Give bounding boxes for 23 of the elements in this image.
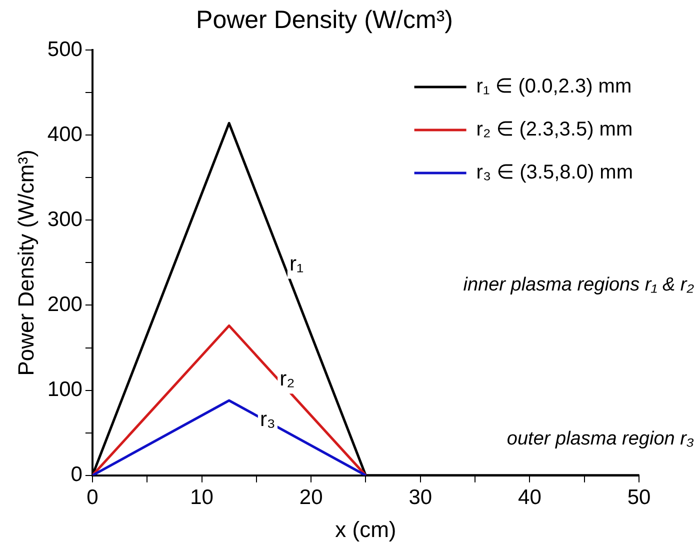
y-tick-label: 200	[47, 293, 82, 316]
legend-label: r₁ ∈ (0.0,2.3) mm	[476, 76, 632, 98]
x-tick-label: 50	[627, 486, 651, 509]
x-tick-label: 40	[518, 486, 542, 509]
y-tick-label: 500	[47, 38, 82, 61]
annotation: r₂	[280, 367, 295, 390]
annotation: r₁	[289, 252, 304, 276]
y-tick-label: 0	[70, 463, 82, 486]
annotation: inner plasma regions r₁ & r₂	[463, 274, 695, 296]
x-tick-label: 0	[86, 486, 98, 509]
y-tick-label: 300	[47, 208, 82, 231]
x-axis-title: x (cm)	[335, 516, 396, 542]
legend-label: r₃ ∈ (3.5,8.0) mm	[476, 162, 634, 184]
x-tick-label: 20	[299, 486, 323, 509]
chart-title: Power Density (W/cm³)	[196, 6, 453, 34]
y-tick-label: 400	[47, 122, 82, 146]
y-axis-title: Power Density (W/cm³)	[13, 150, 38, 376]
x-tick-label: 30	[408, 486, 432, 509]
legend-label: r₂ ∈ (2.3,3.5) mm	[476, 118, 633, 141]
annotation: r₃	[260, 408, 276, 432]
y-tick-label: 100	[47, 378, 82, 402]
x-tick-label: 10	[190, 486, 214, 509]
annotation: outer plasma region r₃	[506, 428, 694, 450]
